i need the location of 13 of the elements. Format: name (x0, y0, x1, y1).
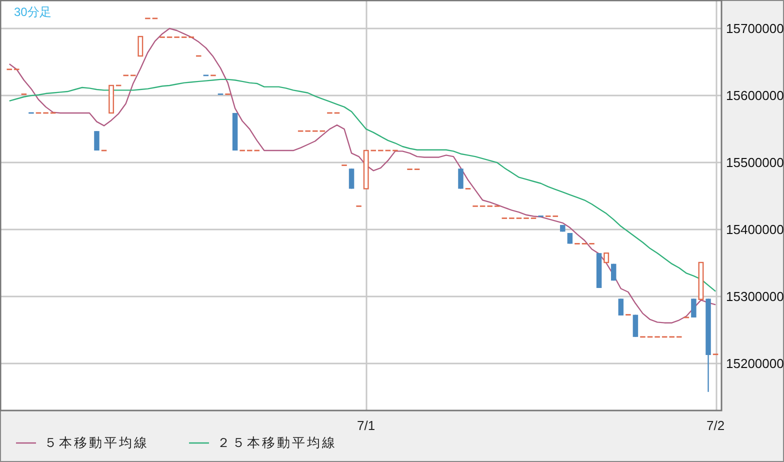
xtick: 7/2 (706, 418, 725, 433)
xtick: 7/1 (357, 418, 376, 433)
ytick: 15500000 (726, 154, 784, 170)
ytick: 15300000 (726, 289, 784, 304)
title: 30分足 (14, 5, 52, 19)
legend-item: ２５本移動平均線 (189, 435, 337, 450)
ytick: 15400000 (726, 222, 784, 237)
legend-item: ５本移動平均線 (16, 435, 149, 450)
ytick: 15700000 (726, 20, 784, 36)
ytick: 15600000 (726, 88, 784, 103)
ytick: 15200000 (726, 356, 784, 372)
legend-label: ２５本移動平均線 (217, 435, 337, 450)
legend-label: ５本移動平均線 (44, 435, 149, 450)
